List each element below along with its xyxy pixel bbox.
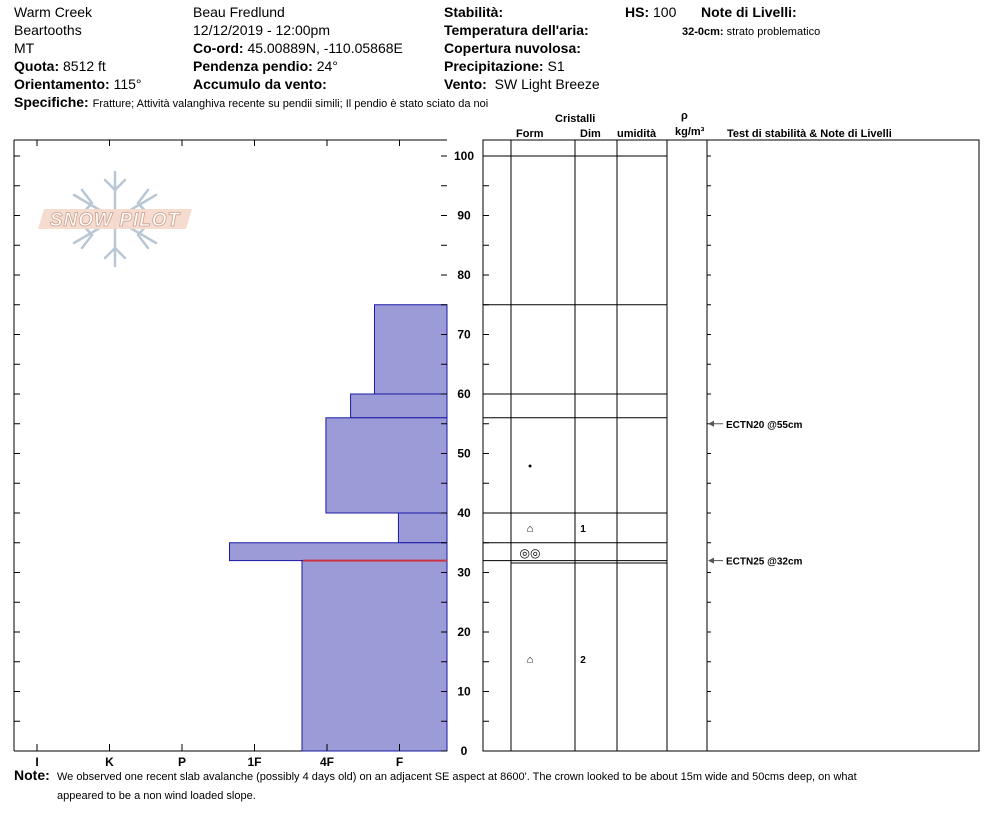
crystals-header: Cristalli xyxy=(555,113,596,125)
grain-size-label: 2 xyxy=(580,655,586,666)
stability-label: Stabilità: xyxy=(444,4,504,20)
elevation-value: 8512 ft xyxy=(63,58,106,74)
layer-note-depth: 32-0cm: xyxy=(682,26,724,38)
snow-height: HS: 100 xyxy=(625,4,676,20)
snow-pilot-logo: SNOW PILOT xyxy=(38,170,192,268)
grain-form-symbol: ⌂ xyxy=(527,654,534,666)
hardness-tick-label: F xyxy=(396,755,403,769)
observer-name: Beau Fredlund xyxy=(193,4,285,20)
grain-form-symbol: ◎◎ xyxy=(520,546,541,560)
air-temperature-label: Temperatura dell'aria: xyxy=(444,22,589,38)
density-rho-header: ρ xyxy=(681,110,688,122)
height-tick-label: 70 xyxy=(457,328,471,342)
wind-label: Vento: xyxy=(444,76,487,92)
precipitation-label: Precipitazione: xyxy=(444,58,544,74)
note-text-line-2: appeared to be a non wind loaded slope. xyxy=(57,790,256,802)
note-text-line-1: We observed one recent slab avalanche (p… xyxy=(57,771,857,783)
aspect: Orientamento: 115° xyxy=(14,76,142,92)
height-tick-label: 80 xyxy=(457,268,471,282)
specifics-label: Specifiche: xyxy=(14,94,89,110)
height-tick-label: 10 xyxy=(457,685,471,699)
form-header: Form xyxy=(516,128,544,140)
hardness-tick-label: K xyxy=(105,755,114,769)
aspect-label: Orientamento: xyxy=(14,76,110,92)
wind-value: SW Light Breeze xyxy=(494,76,600,92)
test-arrow-head xyxy=(708,557,714,564)
slope-angle-value: 24° xyxy=(316,58,338,74)
grain-table: • ⌂ 1 ◎◎ ⌂ 2 ECTN20 @55cm ECTN25 @32cm xyxy=(482,139,980,752)
layer-notes-title: Note di Livelli: xyxy=(701,4,797,20)
grain-size-label: 1 xyxy=(580,524,586,535)
aspect-value: 115° xyxy=(113,76,142,92)
precipitation-value: S1 xyxy=(547,58,565,74)
height-axis: 0 10 20 30 40 50 60 70 80 90 100 xyxy=(14,149,711,758)
hardness-layer-bar xyxy=(301,560,448,752)
snow-height-label: HS: xyxy=(625,4,650,20)
tests-header: Test di stabilità & Note di Livelli xyxy=(727,128,892,140)
sky-cover: Copertura nuvolosa: xyxy=(444,40,581,56)
air-temperature: Temperatura dell'aria: xyxy=(444,22,589,38)
stability-test-label: ECTN20 @55cm xyxy=(726,420,803,431)
specifics: Specifiche: Fratture; Attività valanghiv… xyxy=(14,94,488,112)
layer-note: 32-0cm: strato problematico xyxy=(682,24,820,40)
location-name: Warm Creek xyxy=(14,4,93,20)
note-label: Note: xyxy=(14,767,50,783)
height-tick-label: 50 xyxy=(457,447,471,461)
grain-form-symbol: ⌂ xyxy=(527,523,534,535)
height-tick-label: 100 xyxy=(454,149,474,163)
height-tick-label: 0 xyxy=(461,744,468,758)
coordinates-label: Co-ord: xyxy=(193,40,244,56)
moisture-header: umidità xyxy=(617,128,657,140)
density-unit-header: kg/m³ xyxy=(675,126,705,138)
height-tick-label: 40 xyxy=(457,506,471,520)
hardness-layer-bar xyxy=(374,304,448,395)
hardness-tick-label: 4F xyxy=(320,755,334,769)
elevation-label: Quota: xyxy=(14,58,60,74)
coordinates: Co-ord: 45.00889N, -110.05868E xyxy=(193,40,403,56)
grain-form-symbol: • xyxy=(528,460,532,472)
hardness-layer-bar xyxy=(350,393,448,419)
hardness-tick-label: I xyxy=(35,755,38,769)
snow-height-value: 100 xyxy=(653,4,677,20)
wind-loading-label: Accumulo da vento: xyxy=(193,76,327,92)
slope-angle-label: Pendenza pendio: xyxy=(193,58,313,74)
size-header: Dim xyxy=(580,128,601,140)
wind-loading: Accumulo da vento: xyxy=(193,76,327,92)
hardness-tick-label: P xyxy=(178,755,186,769)
test-arrow-head xyxy=(708,420,714,427)
elevation: Quota: 8512 ft xyxy=(14,58,106,74)
wind: Vento: SW Light Breeze xyxy=(444,76,600,92)
hardness-tick-label: 1F xyxy=(247,755,261,769)
observation-datetime: 12/12/2019 - 12:00pm xyxy=(193,22,330,38)
height-tick-label: 60 xyxy=(457,387,471,401)
state: MT xyxy=(14,40,35,56)
hardness-layer-bar xyxy=(325,417,448,514)
precipitation: Precipitazione: S1 xyxy=(444,58,565,74)
height-tick-label: 90 xyxy=(457,209,471,223)
layer-note-text: strato problematico xyxy=(726,26,821,38)
mountain-range: Beartooths xyxy=(14,22,82,38)
hardness-panel: I K P 1F 4F F xyxy=(13,139,448,769)
height-tick-label: 20 xyxy=(457,625,471,639)
coordinates-value: 45.00889N, -110.05868E xyxy=(247,40,403,56)
hardness-layer-bar xyxy=(229,542,448,562)
stability: Stabilità: xyxy=(444,4,503,20)
snow-pilot-logo-text: SNOW PILOT xyxy=(50,210,181,231)
hardness-layer-bar xyxy=(397,512,448,544)
sky-cover-label: Copertura nuvolosa: xyxy=(444,40,581,56)
specifics-value: Fratture; Attività valanghiva recente su… xyxy=(92,98,489,110)
slope-angle: Pendenza pendio: 24° xyxy=(193,58,338,74)
height-tick-label: 30 xyxy=(457,566,471,580)
stability-test-label: ECTN25 @32cm xyxy=(726,557,803,568)
